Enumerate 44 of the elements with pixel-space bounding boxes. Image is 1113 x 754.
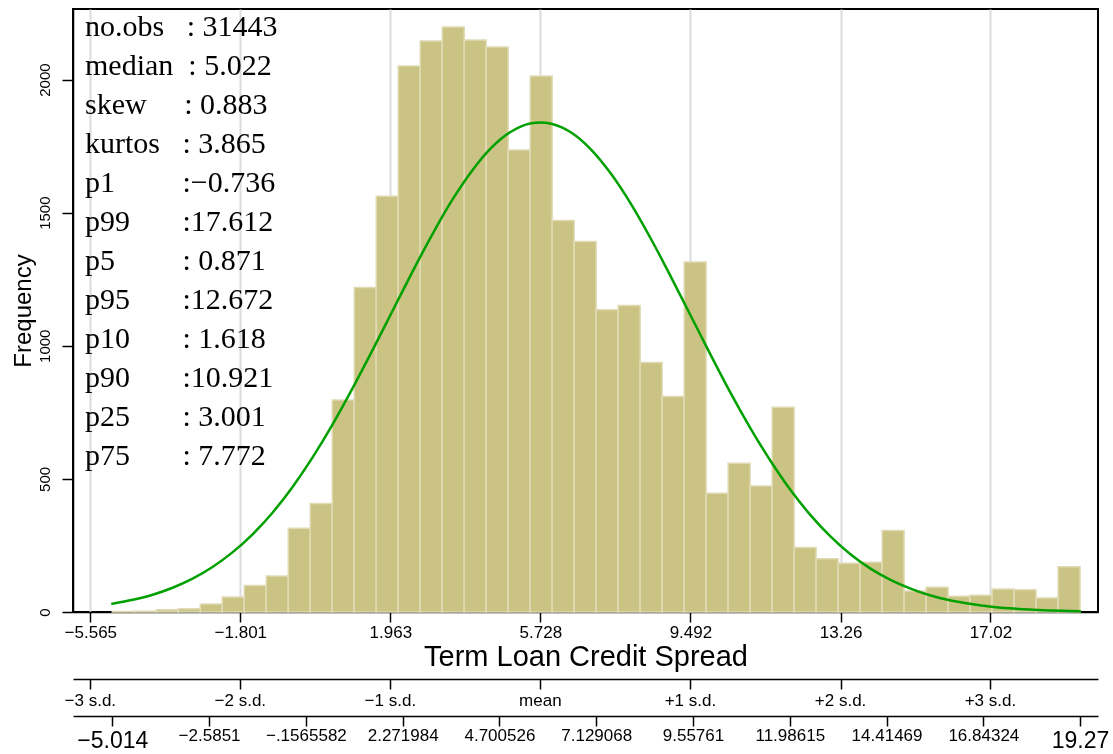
annotation: kurtos : 3.865	[85, 126, 266, 159]
text: +3 s.d.	[964, 691, 1017, 710]
x2-tick-label: 2.271984	[367, 725, 439, 745]
text: −2 s.d.	[214, 691, 267, 710]
x2-tick-label: 7.129068	[561, 725, 633, 745]
y-tick-label: 2000	[35, 63, 53, 97]
annotation: p95 :12.672	[85, 282, 274, 315]
x-tick-label: 5.728	[519, 622, 563, 642]
x-tick-label: 9.492	[669, 622, 713, 642]
x2-tick-label: −5.014	[77, 726, 149, 753]
annotation: p90 :10.921	[85, 360, 274, 393]
annotation: p1 :−0.736	[85, 165, 276, 198]
annotation: p5 : 0.871	[85, 243, 266, 276]
x2-tick-label: 11.98615	[755, 725, 826, 745]
text: −3 s.d.	[64, 691, 117, 710]
text: −1 s.d.	[364, 691, 417, 710]
annotation: p10 : 1.618	[85, 321, 266, 354]
annotation: no.obs : 31443	[85, 9, 278, 42]
text: +2 s.d.	[814, 691, 867, 710]
annotation: p25 : 3.001	[85, 399, 266, 432]
y-axis-title: Frequency	[8, 254, 36, 368]
x2-tick-label: 4.700526	[464, 725, 536, 745]
y-tick-label: 1000	[35, 329, 53, 363]
text: mean	[519, 691, 562, 710]
x2-tick-label: 14.41469	[851, 725, 923, 745]
y-tick-label: 1500	[35, 196, 53, 230]
x-tick-label: −5.565	[64, 622, 118, 642]
x2-tick-label: 16.84324	[948, 725, 1020, 745]
x2-tick-label: 19.27	[1051, 726, 1110, 753]
annotation: p99 :17.612	[85, 204, 274, 237]
x2-tick-label: 9.55761	[662, 725, 725, 745]
x-tick-label: 13.26	[819, 622, 863, 642]
x-tick-label: −1.801	[214, 622, 268, 642]
x2-tick-label: −2.5851	[178, 725, 241, 745]
y-tick-label: 0	[35, 608, 53, 617]
annotation: skew : 0.883	[85, 87, 268, 120]
annotation: p75 : 7.772	[85, 438, 266, 471]
x2-tick-label: −.1565582	[265, 725, 347, 745]
text: +1 s.d.	[664, 691, 717, 710]
y-tick-label: 500	[35, 466, 53, 492]
x-tick-label: 1.963	[369, 622, 413, 642]
x-tick-label: 17.02	[969, 622, 1013, 642]
annotation: median : 5.022	[85, 48, 272, 81]
x-axis-title: Term Loan Credit Spread	[424, 639, 748, 672]
